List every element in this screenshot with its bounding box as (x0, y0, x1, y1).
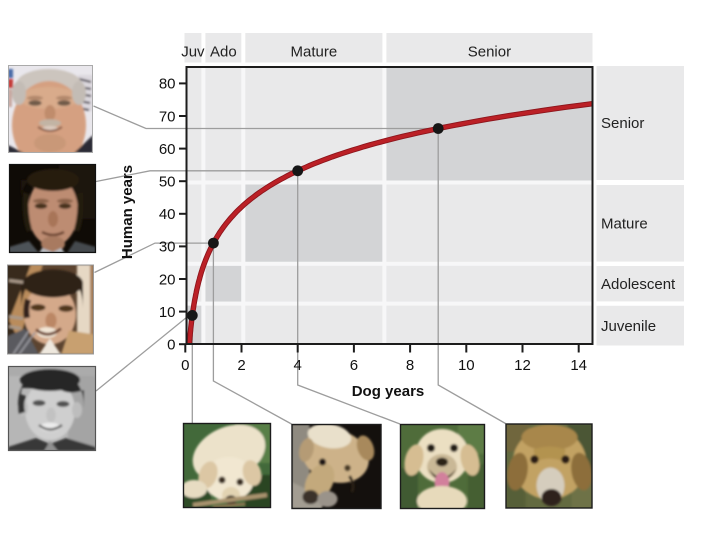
svg-text:2: 2 (237, 357, 245, 374)
svg-text:4: 4 (294, 357, 302, 374)
svg-text:Adolescent: Adolescent (601, 276, 676, 293)
svg-text:60: 60 (159, 141, 176, 158)
svg-text:Senior: Senior (468, 44, 511, 61)
svg-text:10: 10 (458, 357, 475, 374)
svg-text:0: 0 (167, 337, 175, 354)
svg-text:12: 12 (514, 357, 531, 374)
svg-text:20: 20 (159, 271, 176, 288)
svg-text:Juvenile: Juvenile (601, 318, 656, 335)
svg-text:Mature: Mature (291, 44, 338, 61)
svg-text:10: 10 (159, 304, 176, 321)
svg-text:70: 70 (159, 108, 176, 125)
svg-text:80: 80 (159, 76, 176, 93)
svg-text:40: 40 (159, 206, 176, 223)
svg-text:14: 14 (570, 357, 587, 374)
svg-text:Senior: Senior (601, 115, 644, 132)
svg-text:Human years: Human years (119, 165, 136, 259)
svg-text:Juv: Juv (181, 44, 205, 61)
svg-text:Ado: Ado (210, 44, 237, 61)
svg-text:8: 8 (406, 357, 414, 374)
svg-text:30: 30 (159, 239, 176, 256)
svg-text:0: 0 (181, 357, 189, 374)
svg-text:Mature: Mature (601, 216, 648, 233)
svg-text:6: 6 (350, 357, 358, 374)
svg-text:50: 50 (159, 174, 176, 191)
svg-text:Dog years: Dog years (352, 383, 425, 400)
